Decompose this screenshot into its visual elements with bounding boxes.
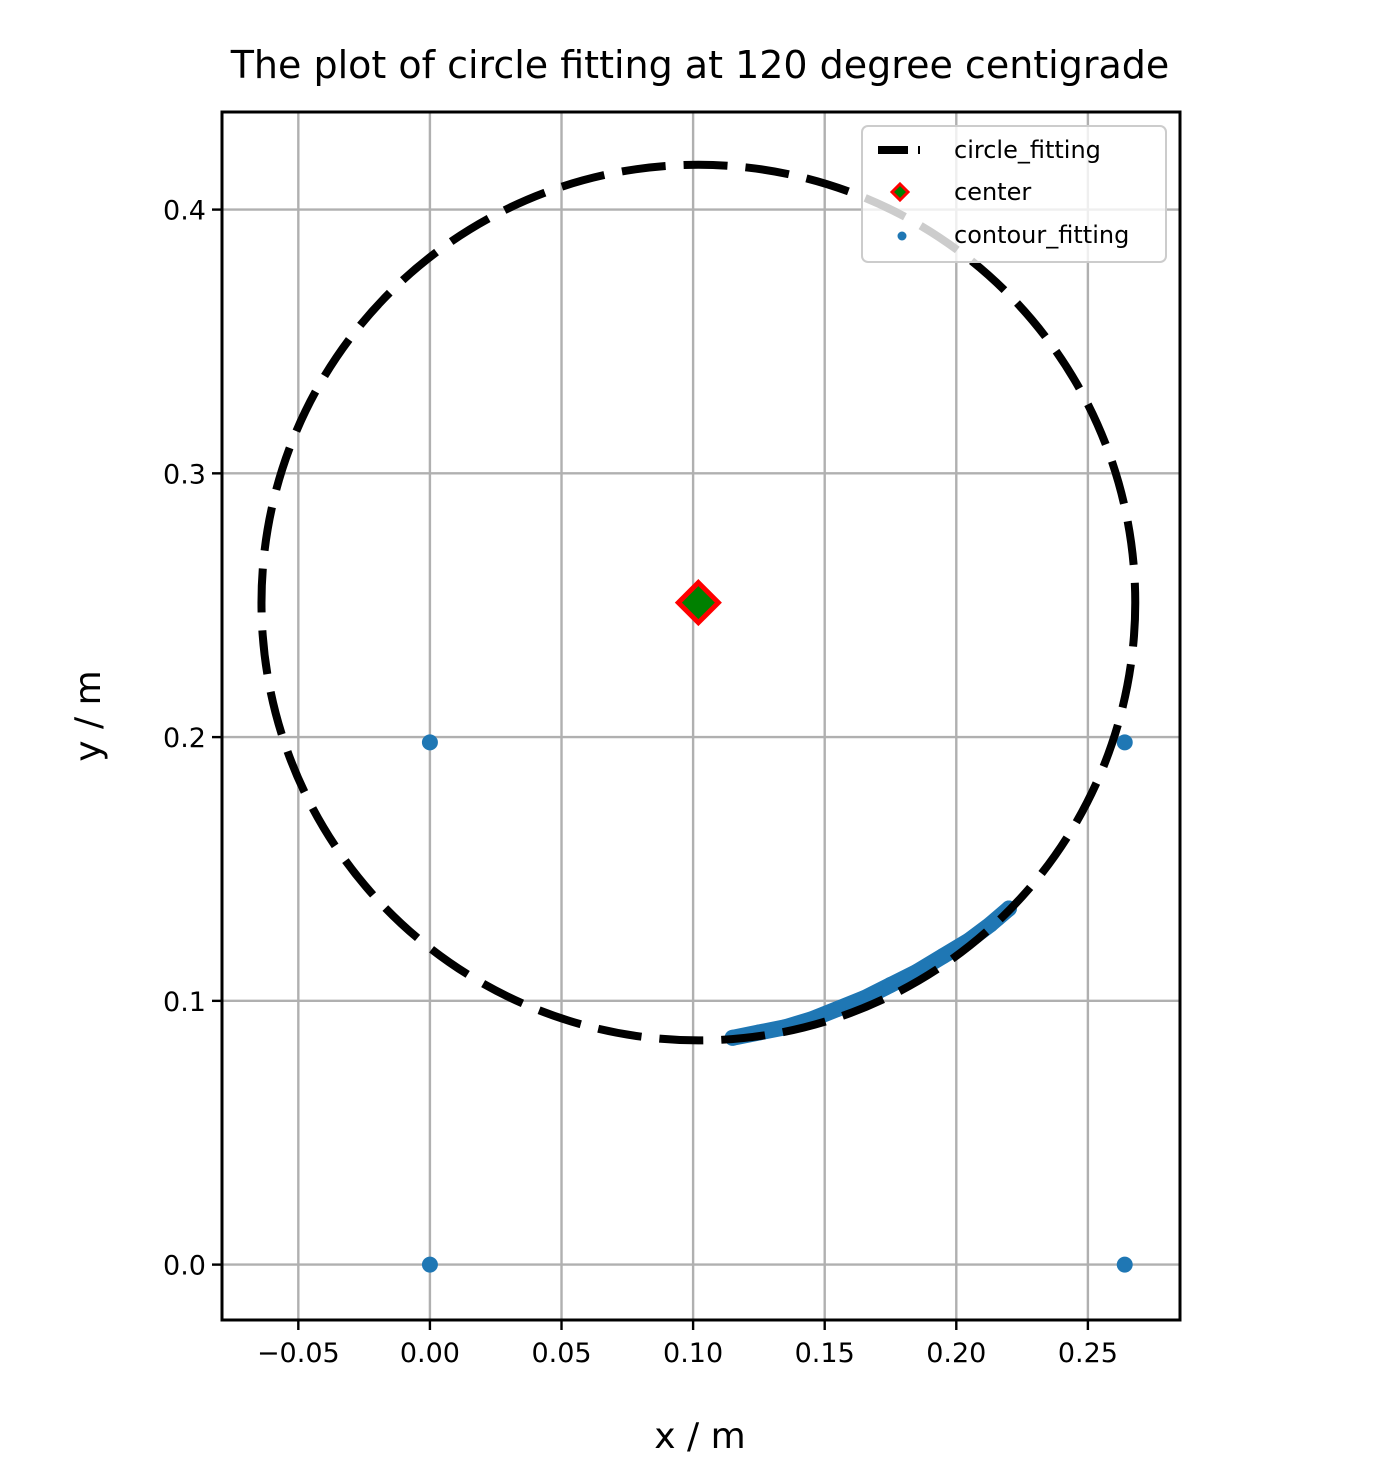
- x-tick-label: 0.00: [400, 1338, 460, 1369]
- center-marker: [674, 579, 722, 627]
- y-tick-label: 0.4: [163, 196, 206, 227]
- y-tick-label: 0.2: [163, 723, 206, 754]
- legend-label-circle-fitting: circle_fitting: [954, 136, 1101, 164]
- x-tick-label: 0.10: [663, 1338, 723, 1369]
- x-tick-label: 0.15: [795, 1338, 855, 1369]
- x-tick-label: 0.05: [531, 1338, 591, 1369]
- legend-diamond-swatch: [889, 181, 911, 203]
- x-tick-label: −0.05: [257, 1338, 340, 1369]
- contour-point: [1116, 734, 1133, 751]
- contour-point: [882, 977, 899, 994]
- legend-label-contour-fitting: contour_fitting: [954, 221, 1129, 249]
- y-tick-label: 0.1: [163, 987, 206, 1018]
- grid-lines: [222, 112, 1180, 1320]
- axis-ticks: −0.05 0.00 0.05 0.10 0.15 0.20 0.25 0.0 0.1 0.2 0.…: [163, 196, 1118, 1369]
- contour-point: [935, 948, 952, 965]
- y-tick-label: 0.0: [163, 1251, 206, 1282]
- contour-point: [421, 734, 438, 751]
- fitted-circle: [257, 160, 1140, 1045]
- legend-label-center: center: [954, 178, 1031, 206]
- contour-arc: [724, 900, 1017, 1046]
- legend-box: [861, 125, 1167, 263]
- legend-dot-swatch: [897, 231, 907, 241]
- axes-frame: [220, 110, 1182, 1322]
- chart-title: The plot of circle fitting at 120 degree…: [230, 43, 1170, 87]
- y-axis-label: y / m: [68, 670, 109, 761]
- plot-area: [257, 160, 1140, 1273]
- contour-point: [1116, 1256, 1133, 1273]
- x-tick-label: 0.25: [1058, 1338, 1118, 1369]
- y-tick-label: 0.3: [163, 459, 206, 490]
- x-tick-label: 0.20: [926, 1338, 986, 1369]
- contour-point: [982, 916, 999, 933]
- contour-point: [421, 1256, 438, 1273]
- x-axis-label: x / m: [654, 1416, 745, 1457]
